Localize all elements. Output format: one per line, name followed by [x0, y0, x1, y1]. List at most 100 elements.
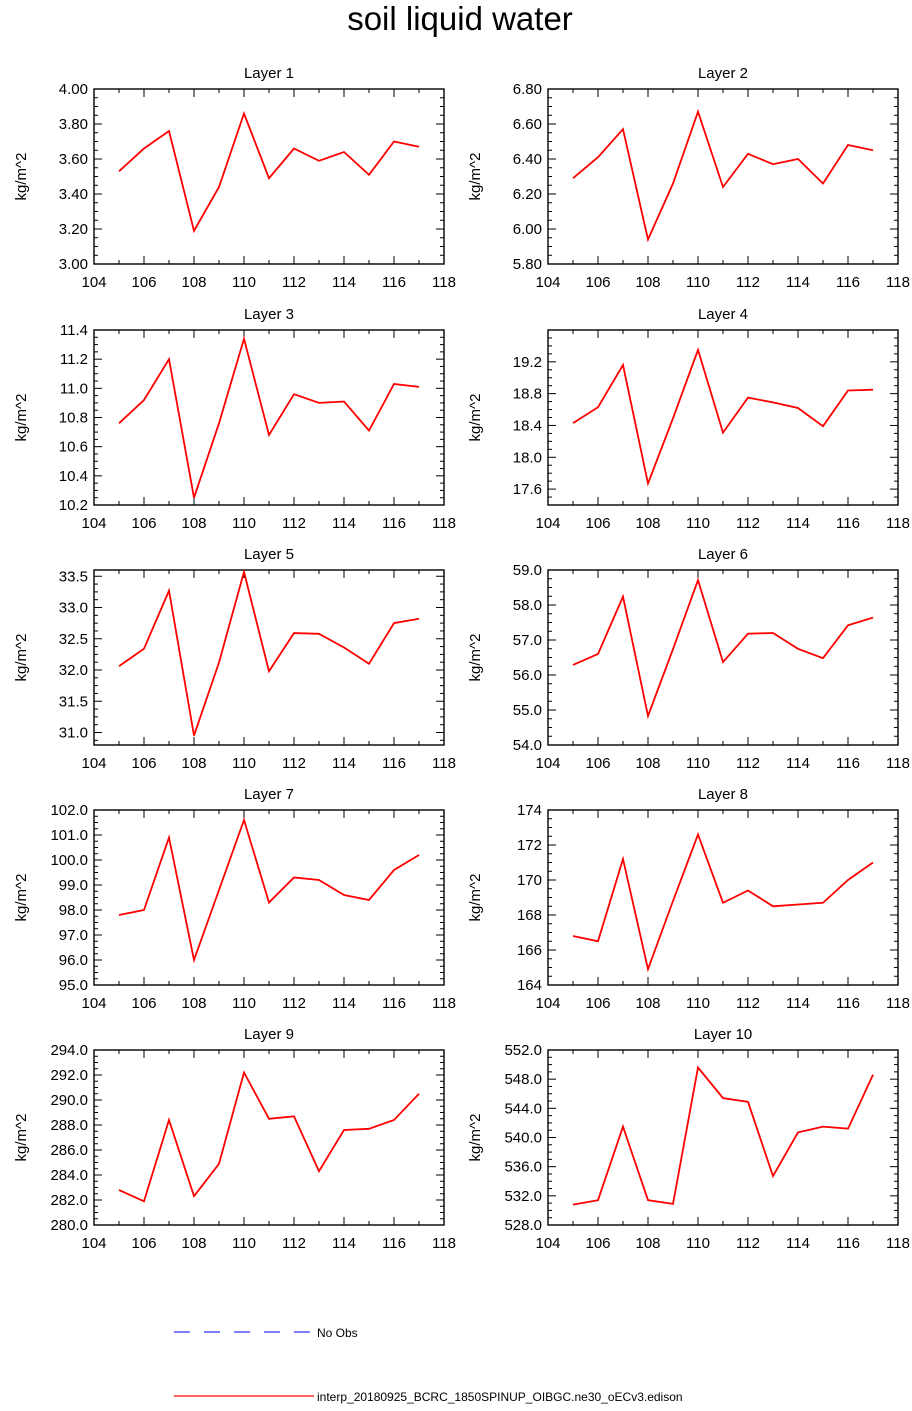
- y-tick-label: 282.0: [50, 1192, 88, 1209]
- y-tick-label: 540.0: [504, 1130, 542, 1147]
- x-tick-label: 112: [282, 755, 306, 772]
- y-axis-label: kg/m^2: [467, 394, 484, 442]
- x-tick-label: 114: [786, 1235, 810, 1252]
- x-tick-label: 108: [181, 515, 206, 532]
- x-tick-label: 118: [886, 1235, 910, 1252]
- panel-4: Layer 4 104 106 108 110 112 114 116 118 17.6 18.0 1…: [467, 306, 910, 532]
- y-tick-label: 6.80: [513, 81, 542, 98]
- y-tick-label: 10.4: [59, 468, 88, 485]
- x-tick-label: 114: [786, 515, 810, 532]
- x-tick-label: 112: [736, 515, 760, 532]
- plot-frame: [547, 809, 899, 986]
- x-tick-label: 114: [332, 1235, 356, 1252]
- series-line: [118, 817, 420, 964]
- panel-title: Layer 6: [698, 546, 748, 563]
- y-axis-label: kg/m^2: [13, 634, 30, 682]
- series-line: [118, 568, 420, 736]
- x-tick-label: 104: [81, 274, 106, 291]
- x-tick-label: 104: [81, 755, 106, 772]
- x-tick-label: 110: [232, 274, 256, 291]
- y-tick-label: 31.5: [59, 693, 88, 710]
- x-tick-label: 106: [585, 515, 610, 532]
- x-tick-label: 116: [382, 274, 406, 291]
- y-tick-label: 172: [517, 837, 542, 854]
- y-tick-label: 11.0: [60, 380, 88, 397]
- series-line: [572, 1065, 874, 1206]
- series-line: [118, 110, 420, 234]
- y-tick-label: 31.0: [59, 725, 88, 742]
- plot-frame: [547, 569, 899, 746]
- y-tick-label: 6.00: [513, 221, 542, 238]
- x-tick-label: 104: [535, 995, 560, 1012]
- x-tick-label: 114: [332, 755, 356, 772]
- x-tick-label: 116: [382, 515, 406, 532]
- panel-7: Layer 7 104 106 108 110 112 114 116 118 95.0 96.0 9…: [13, 786, 456, 1012]
- x-tick-label: 118: [432, 515, 456, 532]
- x-tick-label: 108: [635, 995, 660, 1012]
- y-tick-label: 95.0: [59, 977, 88, 994]
- x-tick-label: 110: [686, 1235, 710, 1252]
- x-tick-label: 106: [131, 274, 156, 291]
- x-tick-label: 118: [886, 515, 910, 532]
- x-tick-label: 114: [332, 995, 356, 1012]
- plot-frame: [547, 1049, 899, 1226]
- y-tick-label: 58.0: [513, 597, 542, 614]
- x-tick-label: 118: [432, 1235, 456, 1252]
- x-tick-label: 118: [432, 755, 456, 772]
- panel-title: Layer 1: [244, 65, 294, 82]
- y-tick-label: 548.0: [504, 1071, 542, 1088]
- x-tick-label: 116: [836, 515, 860, 532]
- y-tick-label: 54.0: [513, 737, 542, 754]
- series-line: [118, 1070, 420, 1203]
- panels: Layer 1 104 106 108 110 112 114 116 118 3.00 3.20 3…: [13, 65, 910, 1252]
- x-tick-label: 104: [535, 1235, 560, 1252]
- panel-10: Layer 10 104 106 108 110 112 114 116 118 528.0 532…: [467, 1026, 910, 1252]
- x-tick-label: 116: [836, 274, 860, 291]
- y-tick-label: 100.0: [50, 852, 88, 869]
- x-tick-label: 108: [635, 755, 660, 772]
- x-tick-label: 114: [786, 755, 810, 772]
- panel-9: Layer 9 104 106 108 110 112 114 116 118 280.0 282.…: [13, 1026, 456, 1252]
- y-axis-label: kg/m^2: [467, 1114, 484, 1162]
- x-tick-label: 116: [382, 995, 406, 1012]
- x-tick-label: 116: [836, 1235, 860, 1252]
- x-tick-label: 110: [232, 755, 256, 772]
- x-tick-label: 106: [131, 1235, 156, 1252]
- plot-frame: [547, 88, 899, 265]
- y-tick-label: 6.20: [513, 186, 542, 203]
- y-axis-label: kg/m^2: [13, 1114, 30, 1162]
- x-tick-label: 114: [332, 515, 356, 532]
- y-tick-label: 102.0: [50, 802, 88, 819]
- y-axis-label: kg/m^2: [13, 394, 30, 442]
- panel-title: Layer 4: [698, 306, 748, 323]
- legend: No Obs interp_20180925_BCRC_1850SPINUP_O…: [174, 1326, 683, 1404]
- x-tick-label: 108: [181, 995, 206, 1012]
- y-tick-label: 17.6: [513, 481, 542, 498]
- y-tick-label: 4.00: [59, 81, 88, 98]
- series-line: [572, 577, 874, 720]
- x-tick-label: 110: [232, 1235, 256, 1252]
- y-tick-label: 6.60: [513, 116, 542, 133]
- y-tick-label: 294.0: [50, 1042, 88, 1059]
- x-tick-label: 112: [736, 1235, 760, 1252]
- y-tick-label: 98.0: [59, 902, 88, 919]
- legend-no-obs-label: No Obs: [317, 1326, 358, 1340]
- x-tick-label: 106: [585, 1235, 610, 1252]
- y-tick-label: 536.0: [504, 1159, 542, 1176]
- x-tick-label: 106: [585, 995, 610, 1012]
- y-tick-label: 32.0: [59, 662, 88, 679]
- plot-frame: [93, 1049, 445, 1226]
- y-tick-label: 170: [517, 872, 542, 889]
- y-tick-label: 33.0: [59, 600, 88, 617]
- panel-6: Layer 6 104 106 108 110 112 114 116 118 54.0 55.0 5…: [467, 546, 910, 772]
- y-tick-label: 96.0: [59, 952, 88, 969]
- panel-title: Layer 3: [244, 306, 294, 323]
- figure-title: soil liquid water: [347, 0, 573, 37]
- y-tick-label: 3.80: [59, 116, 88, 133]
- x-tick-label: 112: [736, 274, 760, 291]
- series-line: [118, 335, 420, 498]
- y-tick-label: 6.40: [513, 151, 542, 168]
- y-tick-label: 532.0: [504, 1188, 542, 1205]
